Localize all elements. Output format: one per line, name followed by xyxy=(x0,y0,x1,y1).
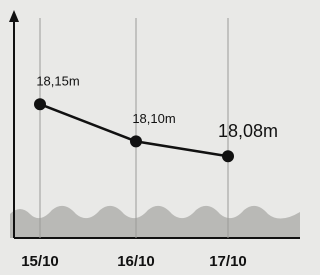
point xyxy=(34,98,46,110)
point xyxy=(222,150,234,162)
x-tick-label: 16/10 xyxy=(117,253,155,270)
water xyxy=(10,206,300,238)
value-label: 18,15m xyxy=(36,74,79,89)
chart: 18,15m 15/10 18,10m 16/10 18,08m 17/10 xyxy=(0,0,300,275)
x-tick-label: 15/10 xyxy=(21,253,59,270)
x-tick-label: 17/10 xyxy=(209,253,247,270)
value-label: 18,08m xyxy=(218,121,278,141)
point xyxy=(130,135,142,147)
value-label: 18,10m xyxy=(132,111,175,126)
